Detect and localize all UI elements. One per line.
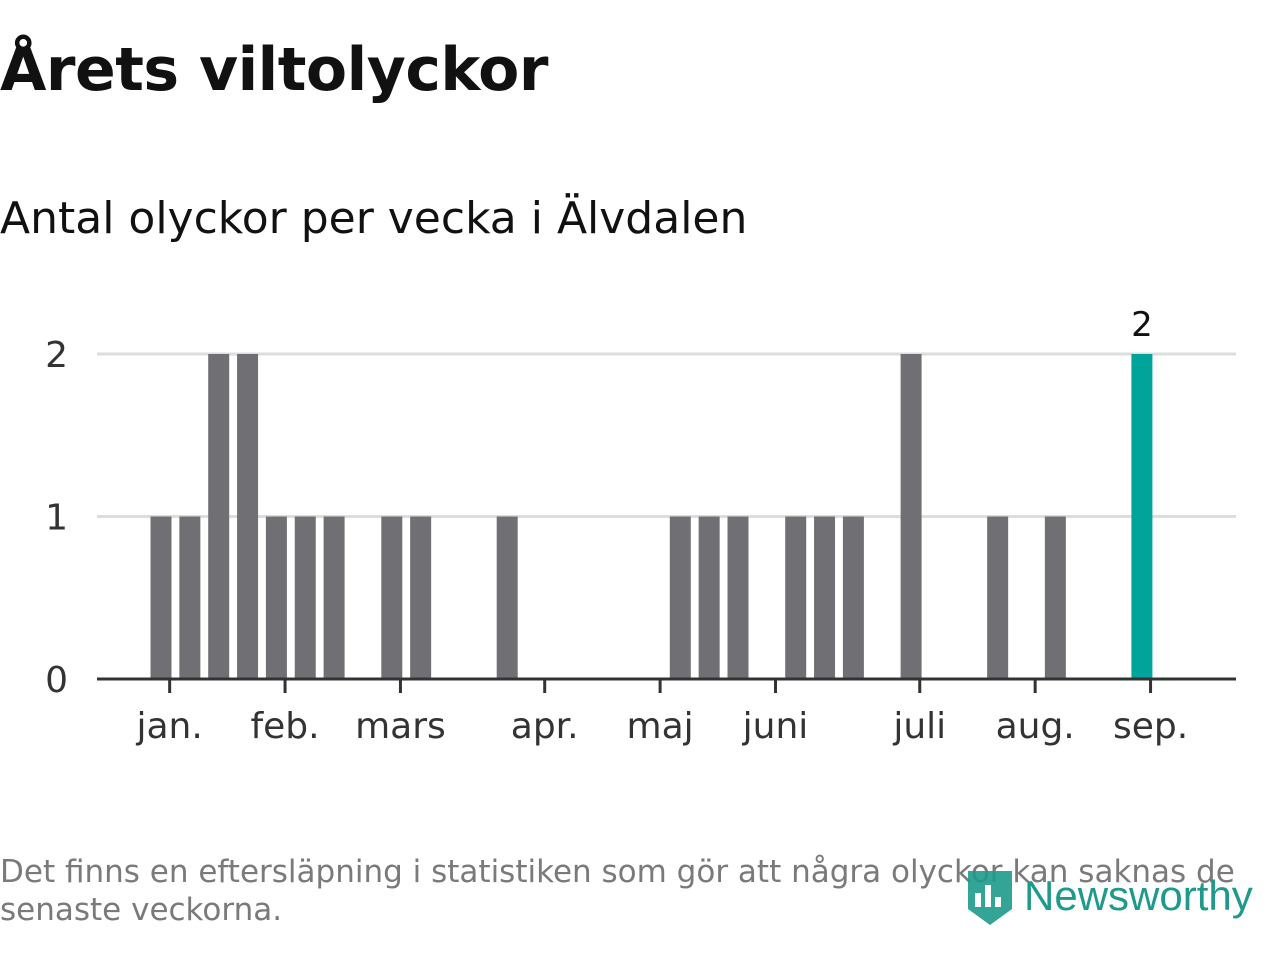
x-tick-label: sep. <box>1113 706 1188 747</box>
bar <box>987 516 1009 679</box>
x-tick-label: maj <box>627 706 694 747</box>
chart-subtitle: Antal olyckor per vecka i Älvdalen <box>0 193 748 244</box>
bar <box>669 516 691 679</box>
bar <box>265 516 287 679</box>
bar <box>785 516 807 679</box>
bar <box>381 516 403 679</box>
x-tick-label: juli <box>892 706 946 747</box>
data-labels: 2 <box>1131 305 1153 345</box>
bar <box>150 516 172 679</box>
x-tick-label: juni <box>742 706 809 747</box>
bar <box>294 516 316 679</box>
bar <box>179 516 201 679</box>
x-tick-label: feb. <box>250 706 319 747</box>
bar <box>208 354 230 679</box>
bars <box>150 354 1153 679</box>
bar <box>496 516 518 679</box>
x-tick-label: mars <box>355 706 446 747</box>
bar <box>727 516 749 679</box>
newsworthy-logo-icon <box>968 871 1012 925</box>
bar-chart: 012 jan. feb. mars apr. maj juni juli aug. sep. … <box>45 305 1236 747</box>
gridlines <box>97 352 1236 518</box>
highlight-value-label: 2 <box>1131 305 1153 345</box>
bar <box>237 354 259 679</box>
chart-title: Årets viltolyckor <box>0 35 549 105</box>
x-tick-label: apr. <box>511 706 579 747</box>
bar <box>698 516 720 679</box>
newsworthy-logo: Newsworthy <box>964 864 1253 928</box>
x-tick-label: jan. <box>135 706 202 747</box>
x-tick-label: aug. <box>996 706 1075 747</box>
bar-highlight <box>1131 354 1153 679</box>
bar <box>410 516 432 679</box>
y-tick-label: 0 <box>45 660 68 701</box>
bar <box>842 516 864 679</box>
bar <box>323 516 345 679</box>
bar <box>900 354 922 679</box>
x-axis: jan. feb. mars apr. maj juni juli aug. sep. <box>97 677 1236 747</box>
y-axis-labels: 0 1 2 <box>45 335 68 701</box>
bar <box>814 516 836 679</box>
y-tick-label: 2 <box>45 335 68 376</box>
y-tick-label: 1 <box>45 498 68 539</box>
bar <box>1044 516 1066 679</box>
logo-text: Newsworthy <box>1024 872 1253 919</box>
footnote: Det finns en eftersläpning i statistiken… <box>0 854 1235 928</box>
